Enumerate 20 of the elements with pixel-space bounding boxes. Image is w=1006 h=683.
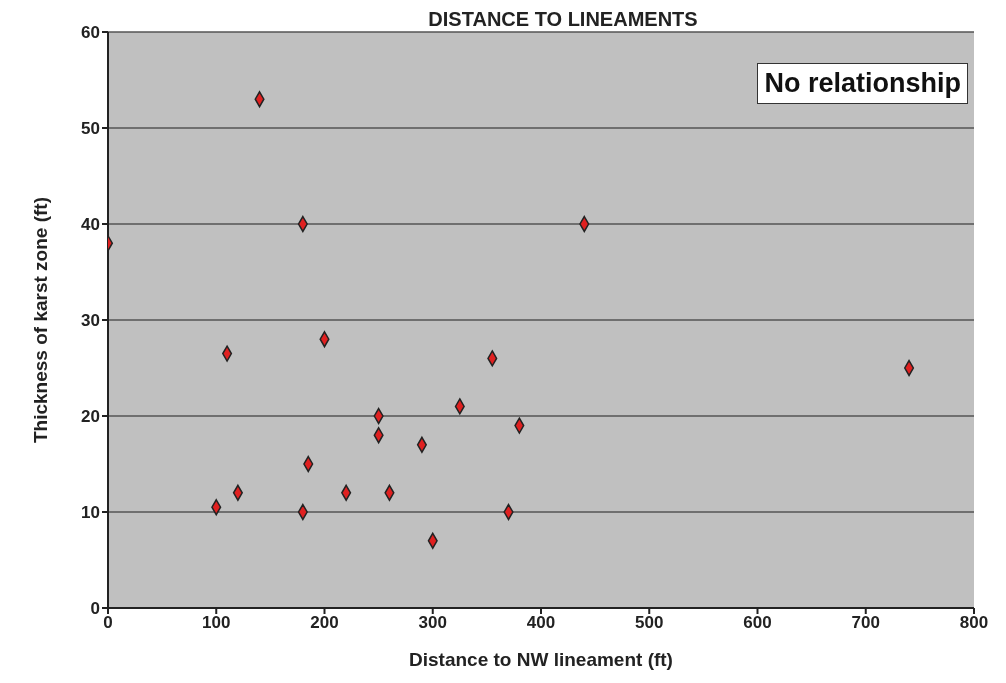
annotation: No relationship [757,63,968,104]
y-tick-label: 10 [81,503,100,523]
x-tick-label: 400 [526,613,556,633]
x-tick-label: 600 [743,613,772,633]
x-tick-label: 200 [310,613,339,633]
x-tick-label: 0 [103,613,113,633]
chart-title: DISTANCE TO LINEAMENTS [427,8,699,31]
x-axis-title: Distance to NW lineament (ft) [409,649,673,670]
x-tick-label: 800 [959,613,989,633]
y-tick-label: 40 [81,215,100,235]
y-tick-label: 20 [81,407,100,427]
y-tick-label: 30 [81,311,100,331]
x-tick-label: 300 [418,613,447,633]
y-tick-label: 60 [81,23,100,43]
y-tick-label: 0 [90,599,100,619]
x-tick-label: 700 [851,613,880,633]
x-tick-label: 100 [202,613,231,633]
y-tick-label: 50 [81,119,100,139]
x-tick-label: 500 [635,613,664,633]
y-axis-title: Thickness of karst zone (ft) [29,197,51,443]
